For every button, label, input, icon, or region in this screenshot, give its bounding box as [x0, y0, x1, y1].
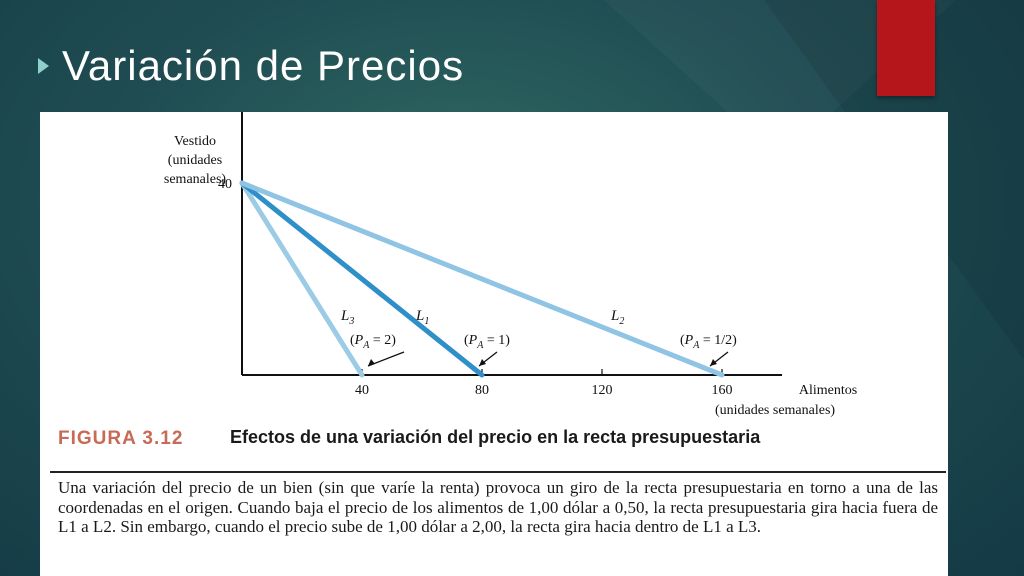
y-axis-label: semanales)	[164, 172, 227, 187]
figure-image: Vestido (unidades semanales) 40 40 80 120 160 Al…	[40, 112, 948, 576]
annotation-arrowhead	[710, 359, 717, 366]
slide-title: Variación de Precios	[62, 42, 465, 89]
y-tick-label: 40	[218, 177, 232, 192]
series-label-l1: L1	[415, 308, 429, 327]
price-annotation-l3: (PA = 2)	[350, 333, 396, 351]
price-annotation-l1: (PA = 1)	[464, 333, 510, 351]
figure-title: Efectos de una variación del precio en l…	[230, 427, 761, 447]
annotation-arrowhead	[368, 359, 375, 366]
series-label-l2: L2	[610, 308, 624, 327]
figure-number: FIGURA 3.12	[58, 428, 184, 449]
budget-line-l2	[239, 180, 725, 378]
x-tick-label: 40	[355, 383, 369, 398]
x-tick-label: 160	[712, 383, 733, 398]
x-tick-label: 80	[475, 383, 489, 398]
y-axis-label: Vestido	[174, 134, 216, 149]
x-tick-label: 120	[592, 383, 613, 398]
x-axis-label: (unidades semanales)	[715, 403, 835, 418]
figure-divider	[50, 471, 946, 473]
series-label-l3: L3	[340, 308, 354, 327]
budget-line-l3	[239, 180, 365, 378]
arrow-right-icon	[38, 58, 49, 74]
x-axis-label: Alimentos	[799, 383, 857, 398]
accent-tab	[877, 0, 935, 96]
price-annotation-l2: (PA = 1/2)	[680, 333, 737, 351]
y-axis-label: (unidades	[168, 153, 222, 168]
annotation-arrowhead	[479, 359, 486, 366]
budget-line-l1	[239, 180, 485, 378]
figure-caption: Una variación del precio de un bien (sin…	[58, 478, 938, 536]
